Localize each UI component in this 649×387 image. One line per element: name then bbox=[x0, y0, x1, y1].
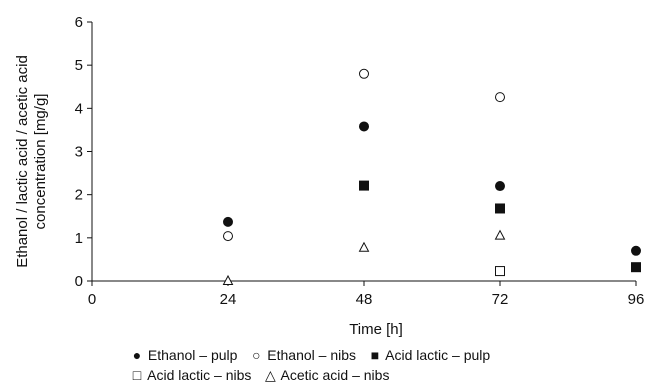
legend-label: Acid lactic – pulp bbox=[382, 347, 491, 363]
data-point-series-0 bbox=[359, 121, 369, 132]
legend-row: ● Ethanol – pulp ○ Ethanol – nibs ■ Acid l… bbox=[130, 345, 640, 365]
legend-label: Acid lactic – nibs bbox=[144, 367, 252, 383]
data-point-series-4 bbox=[494, 229, 506, 240]
y-tick-label: 0 bbox=[75, 273, 83, 290]
legend: ● Ethanol – pulp ○ Ethanol – nibs ■ Acid l… bbox=[130, 345, 640, 385]
x-tick-label: 72 bbox=[492, 291, 509, 308]
open-circle-icon: ○ bbox=[252, 347, 261, 363]
x-axis-title: Time [h] bbox=[349, 321, 403, 338]
legend-label: Acetic acid – nibs bbox=[277, 367, 390, 383]
data-point-series-1 bbox=[359, 68, 369, 79]
data-point-series-4 bbox=[222, 274, 234, 285]
legend-item: ■ Acid lactic – pulp bbox=[368, 345, 490, 365]
legend-label: Ethanol – nibs bbox=[263, 347, 357, 363]
data-point-series-1 bbox=[495, 92, 505, 103]
data-point-series-2 bbox=[495, 203, 505, 214]
x-tick-label: 0 bbox=[88, 291, 96, 308]
data-point-series-0 bbox=[223, 216, 233, 227]
y-tick-label: 1 bbox=[75, 230, 83, 247]
data-point-series-0 bbox=[631, 245, 641, 256]
filled-circle-icon: ● bbox=[132, 347, 142, 363]
filled-square-icon: ■ bbox=[370, 347, 380, 363]
data-point-series-3 bbox=[495, 266, 505, 277]
data-point-series-2 bbox=[631, 262, 641, 273]
chart-plot: Ethanol / lactic acid / acetic acid conc… bbox=[14, 14, 645, 338]
legend-item: □ Acid lactic – nibs bbox=[130, 365, 252, 385]
x-tick-label: 48 bbox=[356, 291, 373, 308]
y-tick-label: 3 bbox=[75, 144, 83, 161]
data-point-series-4 bbox=[358, 241, 370, 252]
y-axis-title-line-1: Ethanol / lactic acid / acetic acid bbox=[14, 55, 31, 268]
legend-item: ● Ethanol – pulp bbox=[130, 345, 238, 365]
legend-row: □ Acid lactic – nibs △ Acetic acid – nibs bbox=[130, 365, 640, 385]
y-tick-label: 4 bbox=[75, 100, 83, 117]
open-square-icon: □ bbox=[132, 367, 142, 383]
y-tick-label: 5 bbox=[75, 57, 83, 74]
data-point-series-0 bbox=[495, 181, 505, 192]
y-axis-title-line-2: concentration [mg/g] bbox=[32, 94, 49, 230]
legend-item: ○ Ethanol – nibs bbox=[249, 345, 356, 365]
y-tick-label: 6 bbox=[75, 14, 83, 31]
x-tick-label: 96 bbox=[628, 291, 645, 308]
data-point-series-1 bbox=[223, 231, 233, 242]
data-point-series-2 bbox=[359, 180, 369, 191]
open-triangle-icon: △ bbox=[265, 367, 276, 383]
legend-label: Ethanol – pulp bbox=[144, 347, 238, 363]
x-tick-label: 24 bbox=[220, 291, 237, 308]
legend-item: △ Acetic acid – nibs bbox=[263, 365, 389, 385]
y-tick-label: 2 bbox=[75, 187, 83, 204]
